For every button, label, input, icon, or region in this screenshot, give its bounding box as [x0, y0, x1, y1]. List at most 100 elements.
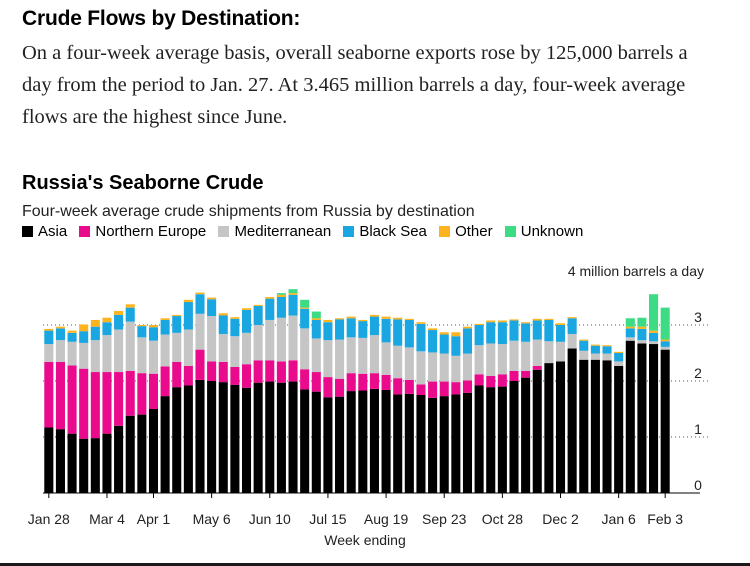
- bar-asia-24: [323, 397, 333, 493]
- bar-mediterranean-1: [55, 340, 65, 362]
- bar-northern-europe-25: [335, 378, 345, 397]
- bar-northern-europe-21: [288, 360, 298, 382]
- bar-black-sea-1: [55, 328, 65, 341]
- bar-mediterranean-26: [346, 337, 356, 374]
- bar-other-31: [404, 318, 414, 320]
- x-tick-label: Sep 23: [422, 511, 467, 527]
- bar-northern-europe-10: [160, 366, 170, 397]
- bar-other-30: [393, 317, 403, 320]
- legend-item-northern-europe: Northern Europe: [79, 223, 206, 240]
- bar-other-49: [614, 351, 624, 353]
- bar-asia-14: [207, 381, 217, 493]
- bar-northern-europe-40: [509, 370, 519, 381]
- y-tick-label: 0: [694, 477, 702, 493]
- legend-label-other: Other: [455, 223, 493, 240]
- legend-swatch-unknown: [504, 226, 516, 237]
- bar-asia-39: [497, 386, 507, 493]
- bar-mediterranean-4: [90, 340, 100, 373]
- bar-mediterranean-7: [125, 321, 135, 371]
- bar-other-38: [486, 320, 496, 323]
- bar-mediterranean-0: [44, 344, 54, 362]
- bar-mediterranean-36: [462, 353, 473, 381]
- bar-northern-europe-16: [230, 367, 240, 385]
- bar-mediterranean-32: [416, 351, 426, 385]
- bar-northern-europe-5: [102, 372, 112, 434]
- bar-asia-47: [590, 359, 600, 493]
- bar-black-sea-20: [276, 297, 286, 318]
- bar-asia-30: [393, 394, 403, 493]
- x-tick-label: Dec 2: [542, 511, 579, 527]
- bar-mediterranean-16: [230, 336, 240, 367]
- legend-swatch-other: [439, 226, 451, 237]
- bar-asia-12: [183, 385, 193, 493]
- bar-mediterranean-49: [614, 361, 624, 366]
- bar-other-41: [521, 322, 531, 324]
- bar-black-sea-2: [67, 332, 77, 342]
- legend-swatch-black-sea: [343, 226, 355, 237]
- bar-asia-43: [544, 363, 554, 493]
- bar-northern-europe-26: [346, 373, 356, 392]
- bar-mediterranean-34: [439, 353, 449, 382]
- bar-asia-7: [125, 415, 135, 493]
- bar-asia-4: [90, 438, 100, 493]
- bar-asia-48: [602, 360, 612, 493]
- bar-asia-34: [439, 396, 449, 493]
- bar-mediterranean-47: [590, 353, 600, 360]
- bar-northern-europe-41: [521, 370, 531, 378]
- bar-other-43: [544, 318, 554, 320]
- bar-other-44: [555, 323, 566, 325]
- bar-asia-41: [521, 377, 531, 493]
- bar-black-sea-23: [311, 319, 321, 339]
- bar-mediterranean-35: [451, 355, 461, 383]
- bar-black-sea-8: [137, 326, 147, 338]
- legend-label-asia: Asia: [38, 223, 68, 240]
- bar-black-sea-42: [532, 320, 542, 340]
- bar-mediterranean-19: [265, 319, 275, 361]
- bar-other-47: [590, 344, 600, 346]
- x-tick-label: Jan 6: [602, 511, 636, 527]
- legend-label-northern-europe: Northern Europe: [95, 223, 207, 240]
- bar-mediterranean-20: [276, 317, 286, 362]
- bar-mediterranean-18: [253, 325, 263, 361]
- bar-northern-europe-15: [218, 361, 228, 383]
- legend-label-black-sea: Black Sea: [359, 223, 427, 240]
- bar-mediterranean-22: [300, 328, 310, 370]
- bar-northern-europe-31: [404, 379, 414, 394]
- bar-mediterranean-21: [288, 315, 298, 361]
- bar-other-19: [265, 297, 275, 299]
- bar-mediterranean-33: [428, 352, 438, 382]
- bar-other-42: [532, 318, 542, 321]
- bar-mediterranean-37: [474, 345, 484, 375]
- bar-black-sea-31: [404, 319, 414, 348]
- bar-asia-53: [660, 349, 670, 493]
- bar-asia-0: [44, 427, 54, 493]
- bar-other-1: [55, 326, 65, 329]
- bar-mediterranean-42: [532, 339, 542, 366]
- bar-other-17: [241, 308, 252, 310]
- bar-northern-europe-27: [358, 373, 368, 391]
- bar-northern-europe-18: [253, 360, 263, 383]
- bar-northern-europe-1: [55, 361, 65, 430]
- bar-other-52: [649, 330, 659, 333]
- bar-other-46: [579, 339, 589, 341]
- bar-other-3: [79, 324, 89, 332]
- bar-black-sea-41: [521, 323, 531, 342]
- bar-other-50: [625, 326, 635, 329]
- bar-other-29: [381, 316, 391, 319]
- y-tick-label: 3: [694, 309, 702, 325]
- bar-mediterranean-13: [195, 313, 205, 350]
- headline: Crude Flows by Destination:: [22, 7, 301, 30]
- bar-asia-45: [567, 348, 577, 493]
- bar-asia-36: [462, 392, 473, 493]
- bar-other-35: [451, 332, 461, 337]
- bar-asia-31: [404, 393, 414, 493]
- bar-other-15: [218, 313, 228, 316]
- bar-other-11: [172, 314, 182, 317]
- bar-other-4: [90, 319, 100, 327]
- bar-mediterranean-17: [241, 332, 252, 365]
- bar-other-16: [230, 317, 240, 319]
- bar-mediterranean-40: [509, 340, 519, 371]
- bar-other-20: [276, 294, 286, 297]
- bar-mediterranean-28: [369, 335, 379, 374]
- legend-item-unknown: Unknown: [504, 223, 583, 240]
